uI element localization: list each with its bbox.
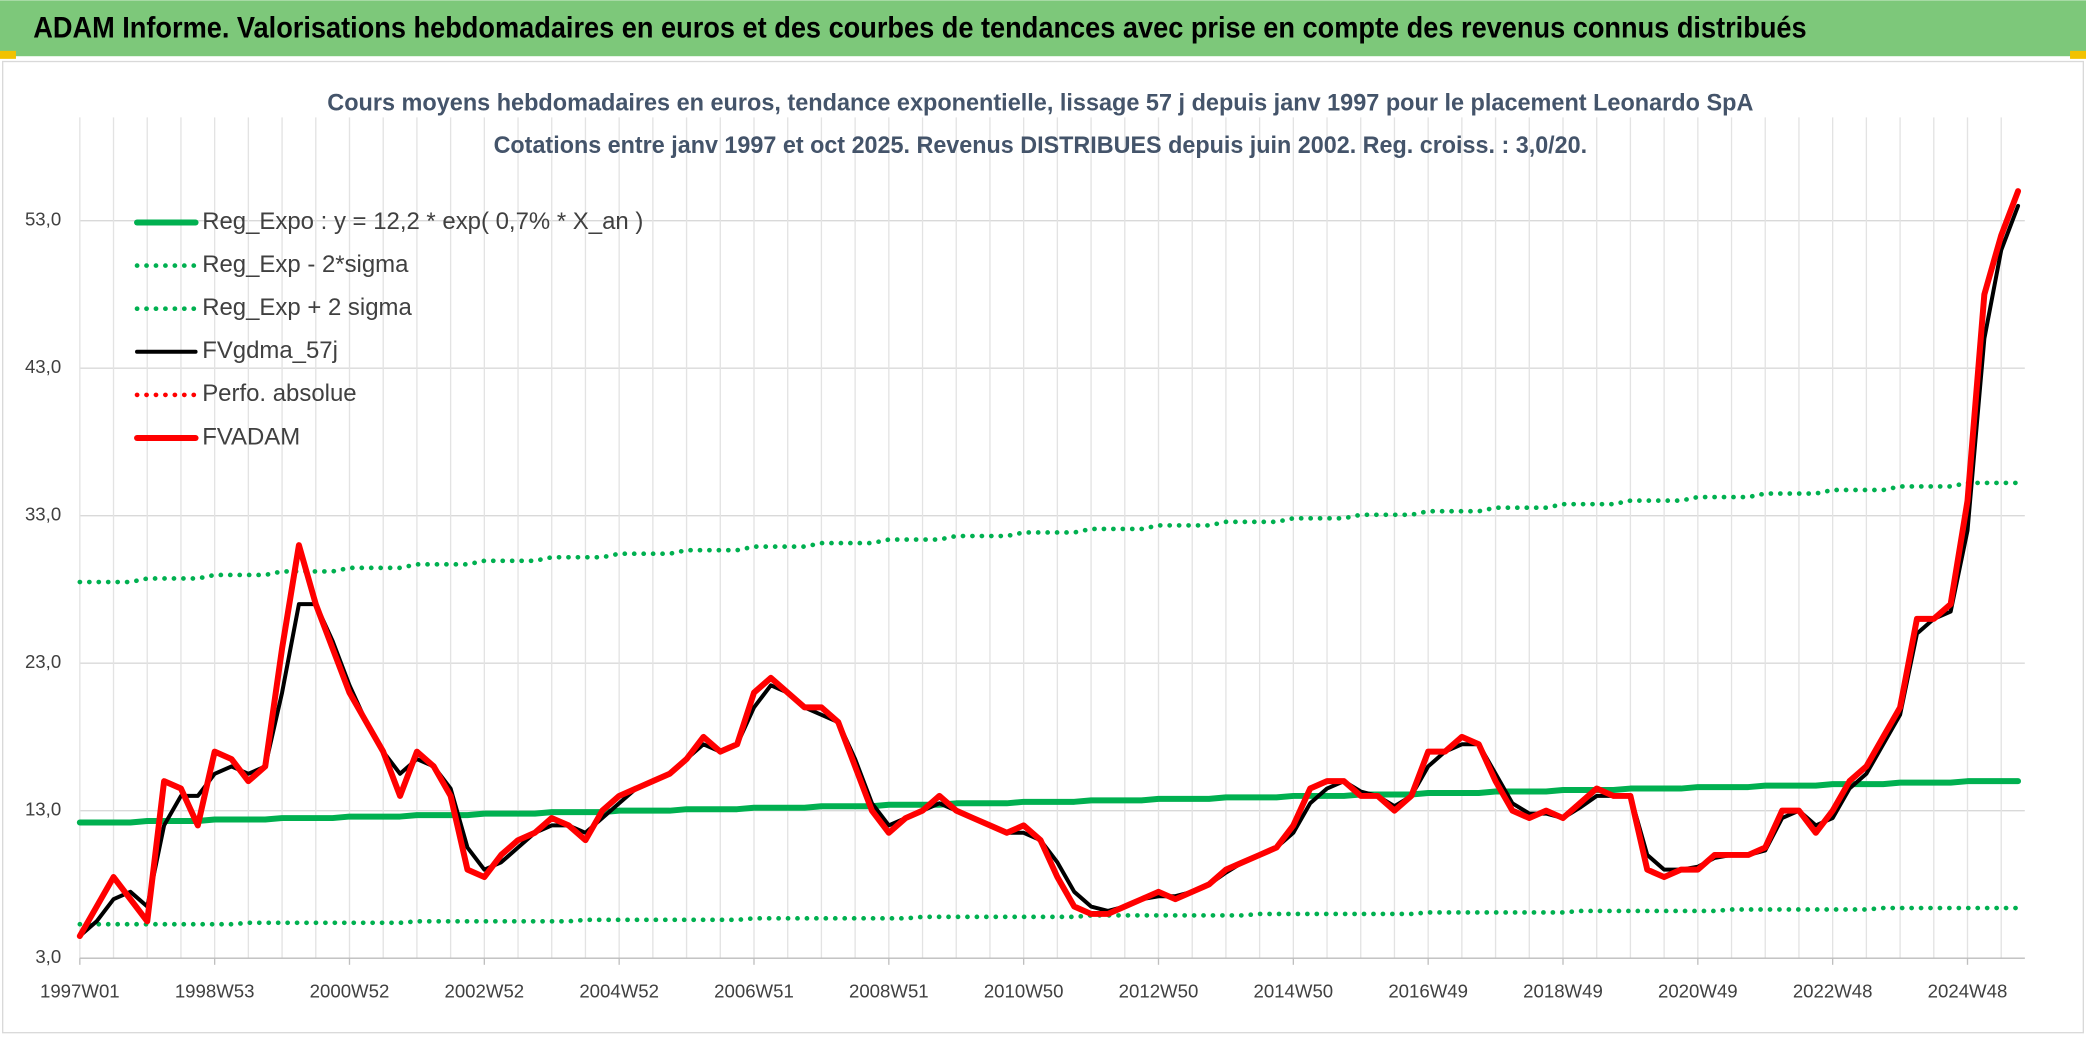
x-tick-label: 2018W49: [1523, 981, 1603, 1002]
x-tick-label: 1997W01: [40, 981, 120, 1002]
legend-label: FVgdma_57j: [202, 337, 338, 364]
legend-label: Reg_Exp + 2 sigma: [202, 294, 412, 321]
x-tick-label: 2012W50: [1119, 981, 1199, 1002]
series-line: [76, 778, 2022, 826]
series-line: [77, 480, 2021, 585]
legend: Reg_Expo : y = 12,2 * exp( 0,7% * X_an )…: [134, 208, 643, 450]
corner-mark: [0, 50, 16, 59]
x-tick-label: 2006W51: [714, 981, 794, 1002]
x-tick-label: 2016W49: [1388, 981, 1468, 1002]
header-band: [0, 0, 2086, 57]
x-tick-label: 2022W48: [1793, 981, 1873, 1002]
y-tick-label: 23,0: [25, 651, 61, 672]
x-tick-label: 2008W51: [849, 981, 929, 1002]
y-tick-label: 43,0: [25, 356, 61, 377]
legend-label: FVADAM: [202, 423, 300, 450]
x-tick-label: 2002W52: [444, 981, 524, 1002]
x-tick-label: 2004W52: [579, 981, 659, 1002]
x-tick-label: 1998W53: [175, 981, 255, 1002]
x-tick-label: 2010W50: [984, 981, 1064, 1002]
chart-title: Cours moyens hebdomadaires en euros, ten…: [327, 89, 1753, 116]
y-tick-label: 13,0: [25, 799, 61, 820]
y-tick-label: 3,0: [35, 946, 61, 967]
corner-mark: [2070, 50, 2086, 59]
series-line: [76, 188, 2022, 940]
plot-lines: [76, 188, 2022, 940]
header-title: ADAM Informe. Valorisations hebdomadaire…: [33, 12, 1806, 44]
chart-subtitle: Cotations entre janv 1997 et oct 2025. R…: [494, 132, 1588, 159]
x-tick-label: 2000W52: [310, 981, 390, 1002]
x-tick-label: 2020W49: [1658, 981, 1738, 1002]
chart-border: [1, 60, 2085, 1034]
series-line: [77, 905, 2021, 927]
legend-label: Perfo. absolue: [202, 380, 356, 407]
x-tick-label: 2024W48: [1928, 981, 2008, 1002]
legend-label: Reg_Expo : y = 12,2 * exp( 0,7% * X_an ): [202, 208, 643, 235]
y-tick-label: 53,0: [25, 209, 61, 230]
axis-labels: 3,0 13,0 23,0 33,0 43,0 53,0 1997W01 1998W53 200…: [25, 209, 2007, 1002]
x-tick-label: 2014W50: [1253, 981, 1333, 1002]
legend-label: Reg_Exp - 2*sigma: [202, 251, 409, 278]
y-tick-label: 33,0: [25, 504, 61, 525]
